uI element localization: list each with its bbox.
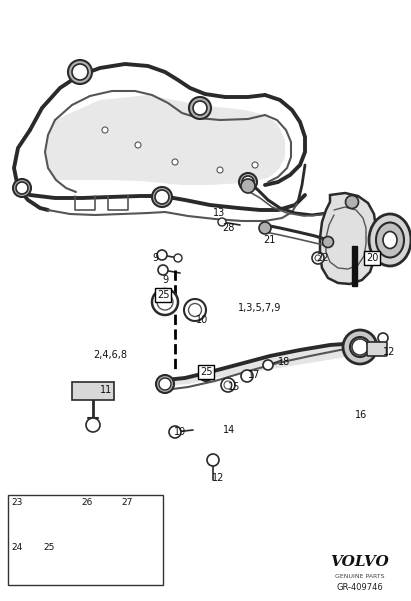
Ellipse shape bbox=[13, 179, 31, 197]
Text: 20: 20 bbox=[366, 253, 378, 263]
Circle shape bbox=[172, 159, 178, 165]
Text: 28: 28 bbox=[222, 223, 234, 233]
Text: GR-409746: GR-409746 bbox=[337, 584, 383, 593]
Text: 14: 14 bbox=[223, 425, 235, 435]
Ellipse shape bbox=[189, 304, 201, 317]
Circle shape bbox=[155, 190, 169, 204]
Ellipse shape bbox=[184, 299, 206, 321]
Circle shape bbox=[352, 339, 368, 355]
Circle shape bbox=[252, 162, 258, 168]
Ellipse shape bbox=[239, 173, 257, 191]
Ellipse shape bbox=[383, 231, 397, 248]
Text: 25: 25 bbox=[43, 543, 54, 552]
Circle shape bbox=[241, 370, 253, 382]
Ellipse shape bbox=[68, 60, 92, 84]
Circle shape bbox=[221, 378, 235, 392]
Circle shape bbox=[157, 250, 167, 260]
Circle shape bbox=[86, 566, 94, 574]
Text: 27: 27 bbox=[121, 498, 132, 507]
Circle shape bbox=[193, 101, 207, 115]
Text: 25: 25 bbox=[200, 367, 212, 377]
Text: 16: 16 bbox=[355, 410, 367, 420]
Circle shape bbox=[46, 550, 62, 566]
Text: 11: 11 bbox=[100, 385, 112, 395]
Text: 1,3,5,7,9: 1,3,5,7,9 bbox=[238, 303, 282, 313]
Ellipse shape bbox=[369, 214, 411, 266]
Ellipse shape bbox=[241, 179, 255, 193]
Circle shape bbox=[135, 142, 141, 148]
Ellipse shape bbox=[156, 375, 174, 393]
Ellipse shape bbox=[259, 222, 271, 234]
Polygon shape bbox=[320, 193, 376, 284]
Bar bbox=[72, 382, 114, 400]
Text: GENUINE PARTS: GENUINE PARTS bbox=[335, 573, 385, 579]
Circle shape bbox=[159, 378, 171, 390]
Polygon shape bbox=[45, 95, 285, 185]
Text: 15: 15 bbox=[228, 382, 240, 392]
Circle shape bbox=[102, 127, 108, 133]
Ellipse shape bbox=[31, 504, 53, 526]
Circle shape bbox=[312, 252, 324, 264]
Circle shape bbox=[138, 574, 146, 582]
Text: 23: 23 bbox=[11, 498, 22, 507]
Text: 12: 12 bbox=[383, 347, 395, 357]
Text: 2,4,6,8: 2,4,6,8 bbox=[93, 350, 127, 360]
Ellipse shape bbox=[343, 330, 377, 364]
Text: 19: 19 bbox=[174, 427, 186, 437]
Circle shape bbox=[35, 508, 49, 522]
Bar bbox=[352, 246, 357, 286]
Circle shape bbox=[88, 496, 96, 504]
Circle shape bbox=[174, 254, 182, 262]
Text: 25: 25 bbox=[157, 290, 169, 300]
Circle shape bbox=[19, 553, 29, 563]
Circle shape bbox=[72, 64, 88, 80]
Ellipse shape bbox=[152, 289, 178, 315]
Ellipse shape bbox=[376, 222, 404, 257]
Text: 17: 17 bbox=[248, 370, 261, 380]
Circle shape bbox=[378, 333, 388, 343]
Circle shape bbox=[86, 418, 100, 432]
Ellipse shape bbox=[350, 337, 370, 357]
Circle shape bbox=[217, 167, 223, 173]
Ellipse shape bbox=[323, 237, 333, 248]
Circle shape bbox=[218, 218, 226, 226]
Text: 13: 13 bbox=[213, 208, 225, 218]
Text: VOLVO: VOLVO bbox=[330, 555, 389, 569]
Ellipse shape bbox=[157, 294, 173, 310]
Circle shape bbox=[169, 426, 181, 438]
Ellipse shape bbox=[346, 195, 358, 209]
Text: 18: 18 bbox=[278, 357, 290, 367]
Ellipse shape bbox=[152, 187, 172, 207]
Circle shape bbox=[263, 360, 273, 370]
FancyBboxPatch shape bbox=[367, 342, 387, 356]
Text: 9: 9 bbox=[152, 253, 158, 263]
Circle shape bbox=[158, 265, 168, 275]
Circle shape bbox=[224, 381, 232, 389]
Ellipse shape bbox=[202, 370, 210, 378]
Polygon shape bbox=[165, 344, 365, 386]
Text: 22: 22 bbox=[316, 253, 328, 263]
Circle shape bbox=[315, 255, 321, 261]
Circle shape bbox=[50, 554, 58, 562]
Text: 24: 24 bbox=[11, 543, 22, 552]
Circle shape bbox=[207, 454, 219, 466]
Ellipse shape bbox=[199, 367, 213, 381]
Text: 10: 10 bbox=[196, 315, 208, 325]
Circle shape bbox=[126, 496, 134, 504]
Text: 9: 9 bbox=[162, 275, 168, 285]
Text: 21: 21 bbox=[263, 235, 275, 245]
Bar bbox=[8, 495, 163, 585]
Ellipse shape bbox=[189, 97, 211, 119]
Circle shape bbox=[16, 182, 28, 194]
Text: 12: 12 bbox=[212, 473, 224, 483]
Circle shape bbox=[242, 176, 254, 188]
Circle shape bbox=[14, 548, 34, 568]
Text: 26: 26 bbox=[81, 498, 92, 507]
